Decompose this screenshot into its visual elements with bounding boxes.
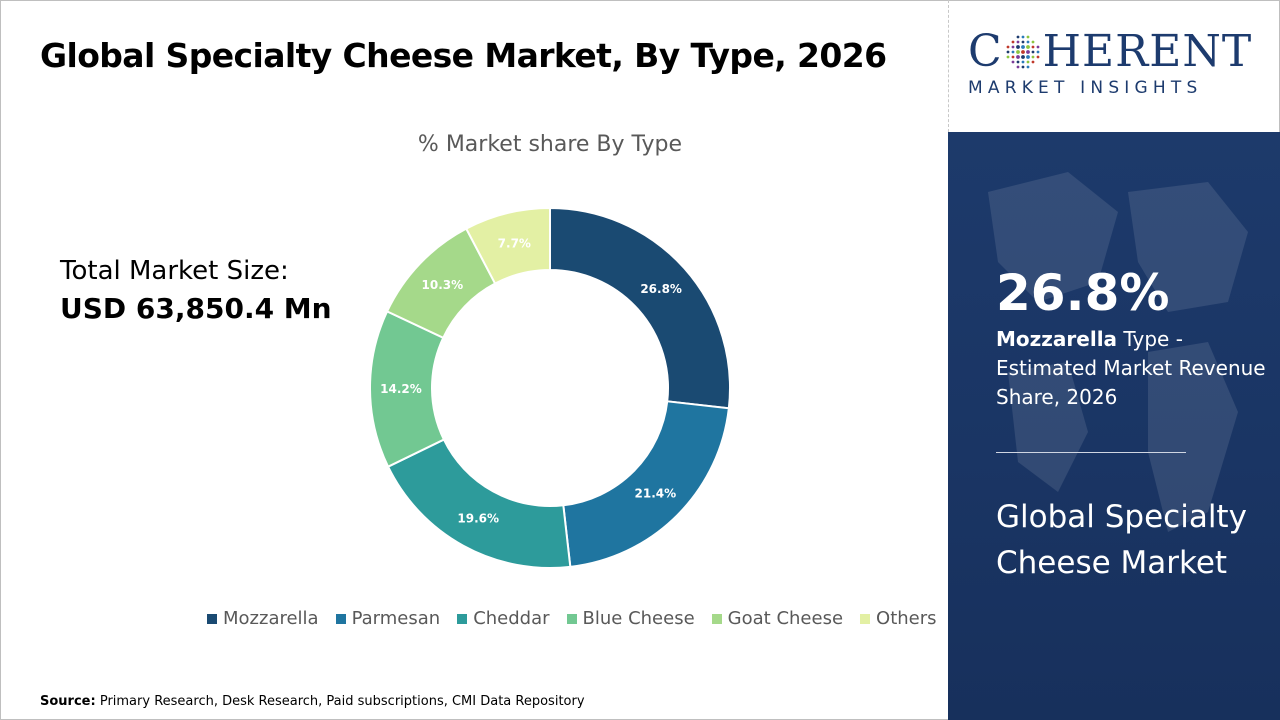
legend-swatch <box>457 613 468 624</box>
logo-text-left: C <box>968 26 1003 77</box>
legend-label: Cheddar <box>473 608 550 629</box>
highlight-segment: Mozzarella <box>996 327 1118 351</box>
legend-swatch <box>335 613 346 624</box>
panel-market-title: Global Specialty Cheese Market <box>996 499 1247 581</box>
market-size-value: USD 63,850.4 Mn <box>60 292 332 325</box>
legend-swatch <box>860 613 871 624</box>
legend-item-others: Others <box>860 608 937 629</box>
slice-label-cheddar: 19.6% <box>457 512 499 526</box>
source-note: Source: Primary Research, Desk Research,… <box>40 694 585 709</box>
legend-item-cheddar: Cheddar <box>457 608 550 629</box>
legend-item-goat-cheese: Goat Cheese <box>711 608 844 629</box>
legend-label: Parmesan <box>351 608 441 629</box>
slice-cheddar <box>386 438 572 569</box>
panel-divider <box>996 452 1186 453</box>
highlight-panel: 26.8% Mozzarella Type - Estimated Market… <box>948 132 1280 720</box>
logo-text-right: HERENT <box>1042 26 1253 77</box>
slice-mozzarella <box>549 206 731 410</box>
slice-parmesan <box>562 400 730 568</box>
highlight-percentage: 26.8% <box>996 264 1170 322</box>
coherent-logo: C HERENT MARKET INSIGHTS <box>968 28 1268 99</box>
slice-label-blue-cheese: 14.2% <box>380 382 422 396</box>
legend-label: Others <box>876 608 937 629</box>
legend-swatch <box>711 613 722 624</box>
highlight-text: Type - Estimated Market Revenue Share, 2… <box>996 327 1266 409</box>
legend-label: Mozzarella <box>223 608 319 629</box>
chart-legend: Mozzarella Parmesan Cheddar Blue Cheese Goat… <box>207 608 937 629</box>
highlight-description: Mozzarella Type - Estimated Market Reven… <box>996 325 1266 412</box>
slice-label-goat-cheese: 10.3% <box>422 278 464 292</box>
legend-swatch <box>566 613 577 624</box>
logo-tagline: MARKET INSIGHTS <box>968 78 1203 98</box>
slice-label-mozzarella: 26.8% <box>640 282 682 296</box>
legend-label: Goat Cheese <box>727 608 844 629</box>
logo-wordmark: C HERENT <box>968 28 1268 76</box>
world-map-watermark-icon <box>988 172 1248 532</box>
slice-label-others: 7.7% <box>498 236 531 250</box>
legend-item-parmesan: Parmesan <box>335 608 441 629</box>
legend-item-blue-cheese: Blue Cheese <box>566 608 695 629</box>
header-divider <box>948 0 949 132</box>
market-size-label: Total Market Size: <box>60 256 289 286</box>
legend-label: Blue Cheese <box>582 608 695 629</box>
source-label: Source: <box>40 694 96 709</box>
chart-title: % Market share By Type <box>417 132 683 157</box>
slice-label-parmesan: 21.4% <box>635 486 677 500</box>
legend-swatch <box>207 613 217 624</box>
slice-others <box>464 206 551 285</box>
page-title: Global Specialty Cheese Market, By Type,… <box>40 36 887 75</box>
logo-dot-globe-icon <box>1006 35 1040 69</box>
source-text: Primary Research, Desk Research, Paid su… <box>99 694 585 709</box>
legend-item-mozzarella: Mozzarella <box>207 608 319 629</box>
donut-chart: 26.8% 21.4% 19.6% 14.2% 10.3% 7.7% <box>369 206 731 569</box>
